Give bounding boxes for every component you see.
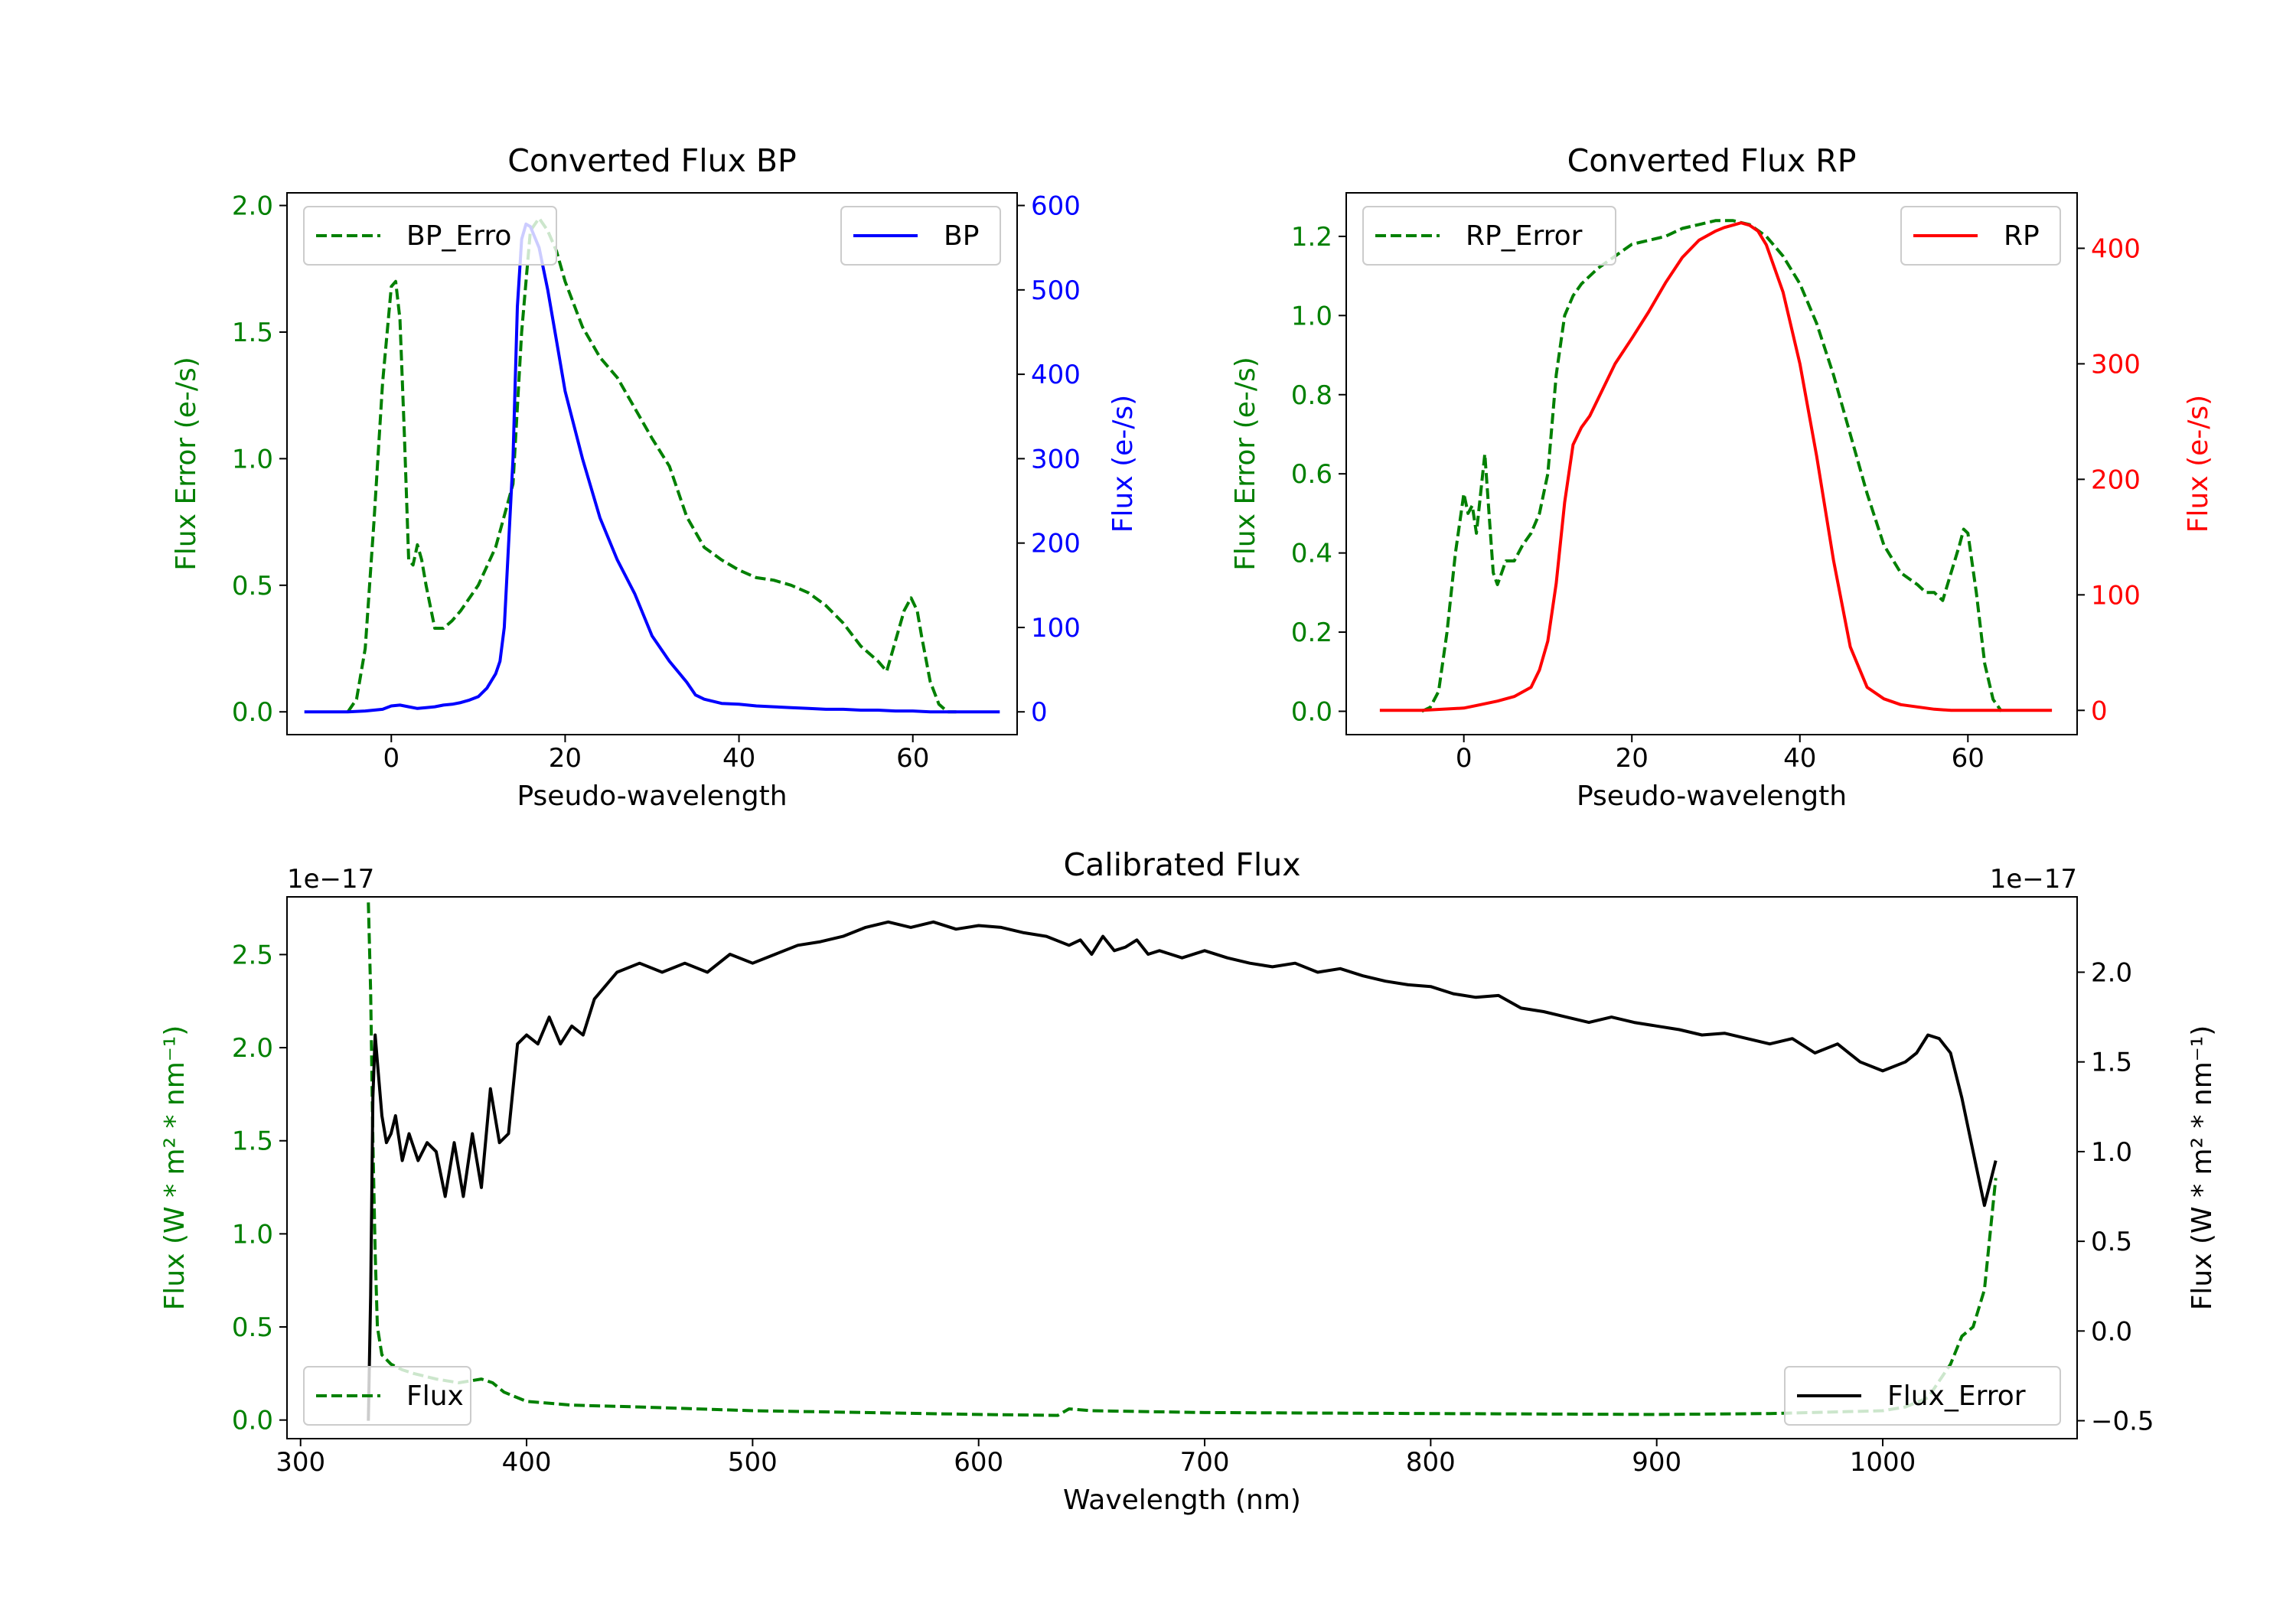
y-right-tick-label: 600 [1031, 191, 1081, 222]
x-tick-label: 800 [1406, 1447, 1456, 1478]
legend-label: RP [2004, 220, 2040, 252]
plot-frame [286, 896, 2078, 1439]
plot-frame [1345, 192, 2078, 735]
y-right-axis-label: Flux (e-/s) [1107, 395, 1139, 533]
y-left-tick-label: 1.2 [1291, 222, 1332, 253]
y-left-axis-label: Flux Error (e-/s) [171, 357, 202, 571]
y-left-tick-label: 0.6 [1291, 459, 1332, 490]
x-axis-label: Pseudo-wavelength [1577, 781, 1847, 812]
y-left-tick-label: 2.0 [232, 1033, 273, 1064]
y-right-tick-label: 300 [1031, 444, 1081, 474]
y-right-tick-label: 200 [1031, 529, 1081, 559]
legend-box [1900, 206, 2061, 266]
y-right-tick-label: 200 [2091, 464, 2141, 495]
y-right-tick-label: 1.0 [2091, 1137, 2132, 1168]
series-line-flux [367, 920, 1998, 1421]
legend-label: Flux [406, 1380, 464, 1412]
legend-right: Flux_Error [1784, 1366, 2061, 1426]
legend-left: RP_Error [1362, 206, 1616, 266]
legend-right: RP [1900, 206, 2061, 266]
legend-label: Flux_Error [1887, 1380, 2026, 1412]
y-right-offset-label: 1e−17 [1990, 864, 2077, 895]
x-tick-label: 20 [1616, 743, 1649, 774]
y-right-axis-label: Flux (e-/s) [2183, 395, 2214, 533]
chart-title: Converted Flux RP [1567, 142, 1857, 179]
x-tick-label: 1000 [1850, 1447, 1916, 1478]
y-left-tick-label: 1.5 [232, 318, 273, 348]
x-tick-label: 500 [728, 1447, 778, 1478]
y-left-tick-label: 1.0 [232, 1219, 273, 1250]
y-right-tick-label: 400 [1031, 360, 1081, 390]
y-right-axis-label: Flux (W * m² * nm⁻¹) [2187, 1025, 2218, 1311]
legend-label: BP [944, 220, 979, 252]
x-tick-label: 900 [1632, 1447, 1681, 1478]
x-tick-label: 60 [896, 743, 929, 774]
legend-box [1784, 1366, 2061, 1426]
y-right-tick-label: 400 [2091, 233, 2141, 264]
y-left-tick-label: 0.0 [1291, 696, 1332, 727]
y-right-tick-label: 100 [1031, 613, 1081, 644]
legend-label: RP_Error [1466, 220, 1583, 252]
chart-cal: 300 400 500 600 700 800 900 1000 0.0 0.5 1.0 1.5 2.0… [159, 846, 2218, 1516]
y-right-tick-label: 2.0 [2091, 957, 2132, 988]
y-left-tick-label: 2.0 [232, 191, 273, 222]
x-axis-label: Pseudo-wavelength [517, 781, 787, 812]
legend-box [303, 1366, 471, 1426]
legend-box [303, 206, 557, 266]
series-line-bp [304, 222, 1000, 714]
y-right-tick-label: 0.0 [2091, 1316, 2132, 1347]
y-right-tick-label: 0 [2091, 696, 2108, 726]
y-left-tick-label: 1.0 [232, 444, 273, 474]
y-left-axis-label: Flux Error (e-/s) [1230, 357, 1261, 571]
x-axis-label: Wavelength (nm) [1063, 1485, 1301, 1516]
y-left-tick-label: 0.8 [1291, 380, 1332, 411]
x-tick-label: 600 [954, 1447, 1003, 1478]
y-left-axis-label: Flux (W * m² * nm⁻¹) [159, 1025, 191, 1311]
chart-title: Converted Flux BP [507, 142, 797, 179]
series-line-rp-error [1420, 219, 2003, 713]
y-right-tick-label: 0.5 [2091, 1227, 2132, 1257]
y-left-tick-label: 0.2 [1291, 618, 1332, 648]
y-left-tick-label: 0.0 [232, 697, 273, 728]
y-right-tick-label: 500 [1031, 275, 1081, 306]
x-tick-label: 0 [1456, 743, 1473, 774]
y-left-tick-label: 0.5 [232, 1312, 273, 1343]
x-tick-label: 20 [549, 743, 582, 774]
legend-left: BP_Erro [303, 206, 557, 266]
chart-title: Calibrated Flux [1063, 846, 1300, 883]
chart-rp: 0 20 40 60 0.0 0.2 0.4 0.6 0.8 1.0 1.2 0 100 200 300 40… [1230, 142, 2214, 812]
x-tick-label: 40 [722, 743, 755, 774]
y-right-tick-label: 1.5 [2091, 1048, 2132, 1078]
y-left-tick-label: 0.4 [1291, 539, 1332, 569]
x-tick-label: 700 [1180, 1447, 1230, 1478]
series-line-rp [1379, 221, 2053, 712]
legend-right: BP [840, 206, 1001, 266]
y-left-tick-label: 2.5 [232, 940, 273, 970]
y-left-tick-label: 0.0 [232, 1406, 273, 1436]
x-tick-label: 300 [276, 1447, 325, 1478]
chart-bp: 0 20 40 60 0.0 0.5 1.0 1.5 2.0 0 100 200 300 400 500 60… [171, 142, 1139, 812]
legend-label: BP_Erro [406, 220, 511, 252]
x-tick-label: 40 [1783, 743, 1816, 774]
x-tick-label: 60 [1952, 743, 1985, 774]
y-left-tick-label: 1.5 [232, 1126, 273, 1157]
series-line-bp-error [346, 217, 957, 714]
y-left-tick-label: 0.5 [232, 571, 273, 601]
plot-frame [286, 192, 1018, 735]
y-left-offset-label: 1e−17 [287, 864, 374, 895]
y-right-tick-label: 0 [1031, 697, 1048, 728]
legend-left: Flux [303, 1366, 471, 1426]
legend-box [840, 206, 1001, 266]
y-right-tick-label: 100 [2091, 580, 2141, 611]
y-right-tick-label: 300 [2091, 349, 2141, 380]
x-tick-label: 400 [502, 1447, 552, 1478]
y-right-tick-label: −0.5 [2091, 1407, 2154, 1437]
legend-box [1362, 206, 1616, 266]
y-left-tick-label: 1.0 [1291, 301, 1332, 331]
x-tick-label: 0 [383, 743, 400, 774]
